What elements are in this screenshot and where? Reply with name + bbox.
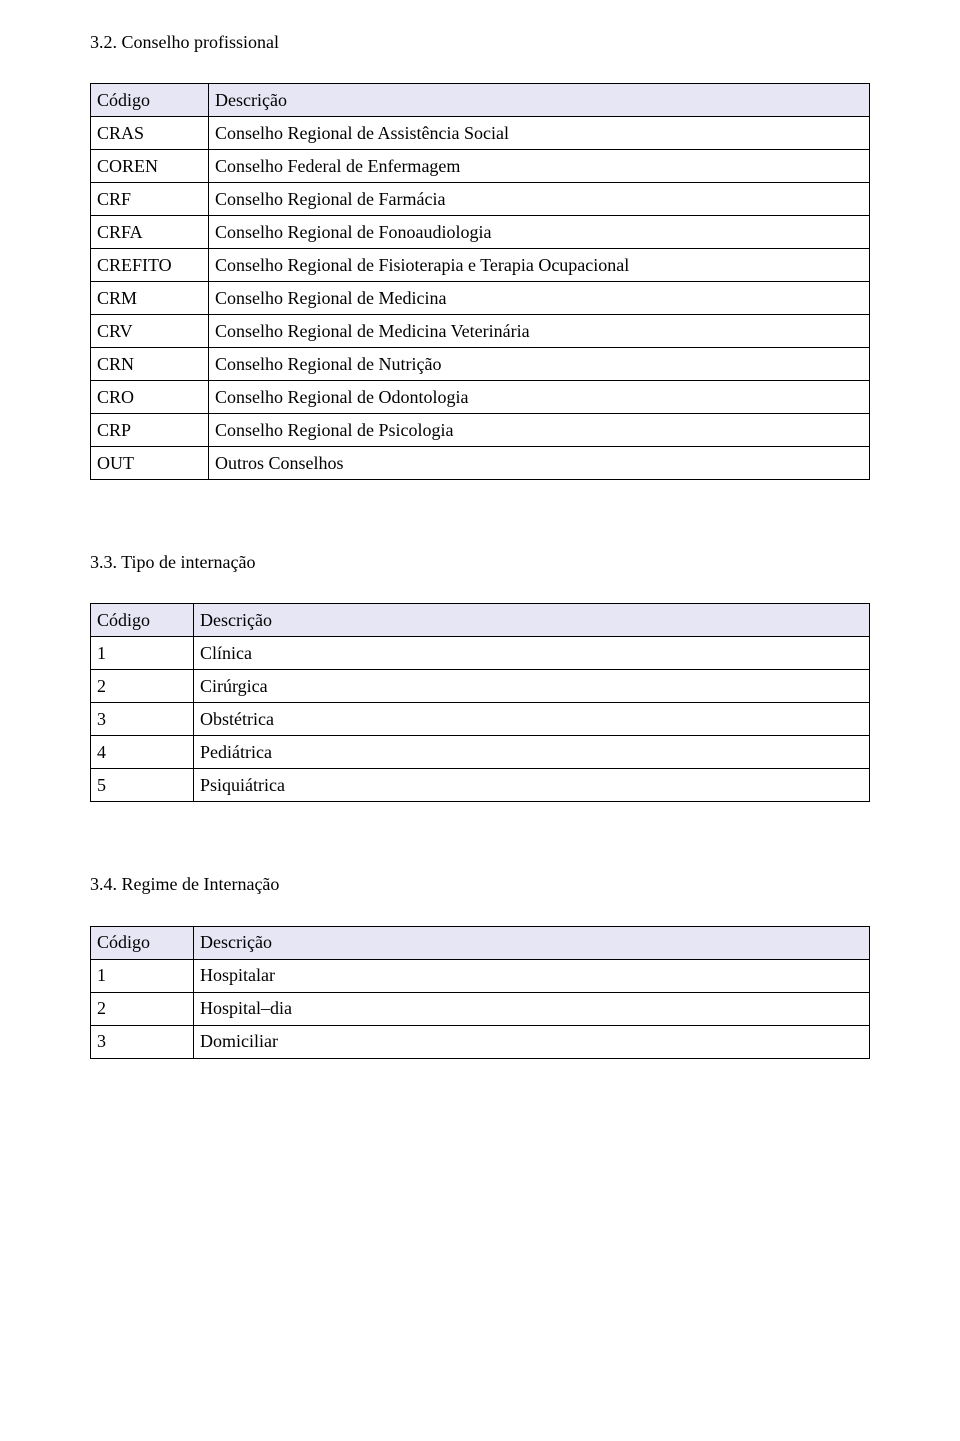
table-regime-internacao: Código Descrição 1 Hospitalar 2 Hospital…	[90, 926, 870, 1059]
cell-code: CRFA	[91, 216, 209, 249]
cell-code: CREFITO	[91, 249, 209, 282]
header-descricao: Descrição	[194, 604, 870, 637]
cell-code: 2	[91, 992, 194, 1025]
cell-code: 1	[91, 637, 194, 670]
cell-desc: Conselho Regional de Fisioterapia e Tera…	[209, 249, 870, 282]
table-row: CRV Conselho Regional de Medicina Veteri…	[91, 315, 870, 348]
cell-code: CRV	[91, 315, 209, 348]
table-row: CRO Conselho Regional de Odontologia	[91, 381, 870, 414]
cell-desc: Conselho Regional de Medicina Veterinári…	[209, 315, 870, 348]
header-codigo: Código	[91, 604, 194, 637]
cell-code: 2	[91, 670, 194, 703]
cell-desc: Obstétrica	[194, 703, 870, 736]
cell-desc: Conselho Regional de Psicologia	[209, 414, 870, 447]
table-header-row: Código Descrição	[91, 926, 870, 959]
header-descricao: Descrição	[194, 926, 870, 959]
cell-desc: Psiquiátrica	[194, 769, 870, 802]
cell-desc: Conselho Regional de Assistência Social	[209, 117, 870, 150]
table-row: CRFA Conselho Regional de Fonoaudiologia	[91, 216, 870, 249]
table-row: 2 Cirúrgica	[91, 670, 870, 703]
cell-desc: Conselho Federal de Enfermagem	[209, 150, 870, 183]
table-row: 5 Psiquiátrica	[91, 769, 870, 802]
table-row: 1 Clínica	[91, 637, 870, 670]
cell-code: CRN	[91, 348, 209, 381]
cell-code: CRO	[91, 381, 209, 414]
cell-code: 3	[91, 703, 194, 736]
cell-code: CRM	[91, 282, 209, 315]
section-title-2: 3.3. Tipo de internação	[90, 550, 870, 575]
cell-desc: Conselho Regional de Farmácia	[209, 183, 870, 216]
cell-desc: Hospital–dia	[194, 992, 870, 1025]
cell-desc: Clínica	[194, 637, 870, 670]
cell-code: COREN	[91, 150, 209, 183]
cell-desc: Conselho Regional de Odontologia	[209, 381, 870, 414]
section-title-3: 3.4. Regime de Internação	[90, 872, 870, 897]
table-row: CRP Conselho Regional de Psicologia	[91, 414, 870, 447]
cell-code: 1	[91, 959, 194, 992]
cell-code: 3	[91, 1025, 194, 1058]
table-header-row: Código Descrição	[91, 84, 870, 117]
cell-desc: Domiciliar	[194, 1025, 870, 1058]
page: 3.2. Conselho profissional Código Descri…	[0, 0, 960, 1441]
table-row: 3 Obstétrica	[91, 703, 870, 736]
table-conselho-profissional: Código Descrição CRAS Conselho Regional …	[90, 83, 870, 480]
table-row: 4 Pediátrica	[91, 736, 870, 769]
table-row: CRAS Conselho Regional de Assistência So…	[91, 117, 870, 150]
cell-desc: Conselho Regional de Fonoaudiologia	[209, 216, 870, 249]
cell-desc: Hospitalar	[194, 959, 870, 992]
table-row: CRM Conselho Regional de Medicina	[91, 282, 870, 315]
table-row: 1 Hospitalar	[91, 959, 870, 992]
table-header-row: Código Descrição	[91, 604, 870, 637]
cell-code: CRP	[91, 414, 209, 447]
cell-desc: Pediátrica	[194, 736, 870, 769]
cell-desc: Cirúrgica	[194, 670, 870, 703]
table-row: COREN Conselho Federal de Enfermagem	[91, 150, 870, 183]
header-descricao: Descrição	[209, 84, 870, 117]
table-row: CRF Conselho Regional de Farmácia	[91, 183, 870, 216]
table-row: OUT Outros Conselhos	[91, 447, 870, 480]
table-row: CREFITO Conselho Regional de Fisioterapi…	[91, 249, 870, 282]
cell-code: CRF	[91, 183, 209, 216]
cell-code: 4	[91, 736, 194, 769]
table-row: CRN Conselho Regional de Nutrição	[91, 348, 870, 381]
table-row: 2 Hospital–dia	[91, 992, 870, 1025]
table-tipo-internacao: Código Descrição 1 Clínica 2 Cirúrgica 3…	[90, 603, 870, 802]
header-codigo: Código	[91, 926, 194, 959]
cell-code: OUT	[91, 447, 209, 480]
cell-code: 5	[91, 769, 194, 802]
cell-desc: Conselho Regional de Medicina	[209, 282, 870, 315]
table-row: 3 Domiciliar	[91, 1025, 870, 1058]
section-title-1: 3.2. Conselho profissional	[90, 30, 870, 55]
cell-desc: Outros Conselhos	[209, 447, 870, 480]
header-codigo: Código	[91, 84, 209, 117]
cell-code: CRAS	[91, 117, 209, 150]
cell-desc: Conselho Regional de Nutrição	[209, 348, 870, 381]
